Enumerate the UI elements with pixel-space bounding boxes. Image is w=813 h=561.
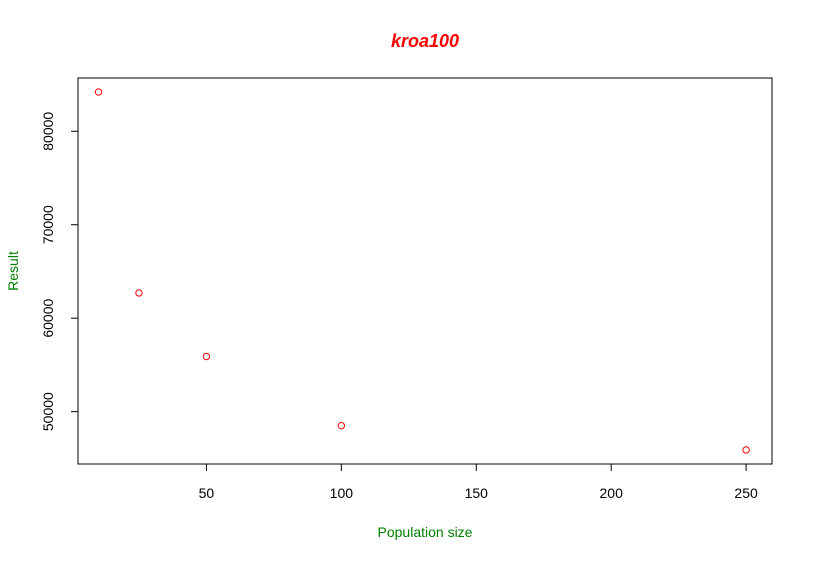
y-tick-label: 80000 xyxy=(40,112,56,151)
data-point xyxy=(135,289,143,297)
y-axis: 50000 60000 70000 80000 xyxy=(40,112,79,431)
x-axis: 50 100 150 200 250 xyxy=(199,463,758,501)
x-tick-label: 150 xyxy=(465,485,489,501)
data-point xyxy=(202,352,211,361)
plot-frame xyxy=(77,77,773,465)
x-tick-label: 50 xyxy=(199,485,215,501)
y-axis-label: Result xyxy=(5,251,21,291)
x-tick-label: 100 xyxy=(330,485,354,501)
y-tick-label: 60000 xyxy=(40,299,56,338)
data-point xyxy=(94,88,103,96)
data-points xyxy=(94,88,750,454)
x-tick-label: 200 xyxy=(600,485,624,501)
x-axis-label: Population size xyxy=(378,524,473,540)
y-tick-label: 50000 xyxy=(40,392,56,431)
y-tick-label: 70000 xyxy=(40,205,56,244)
data-point xyxy=(337,421,346,430)
chart-title: kroa100 xyxy=(391,31,459,51)
x-tick-label: 250 xyxy=(734,485,758,501)
data-point xyxy=(742,446,750,454)
